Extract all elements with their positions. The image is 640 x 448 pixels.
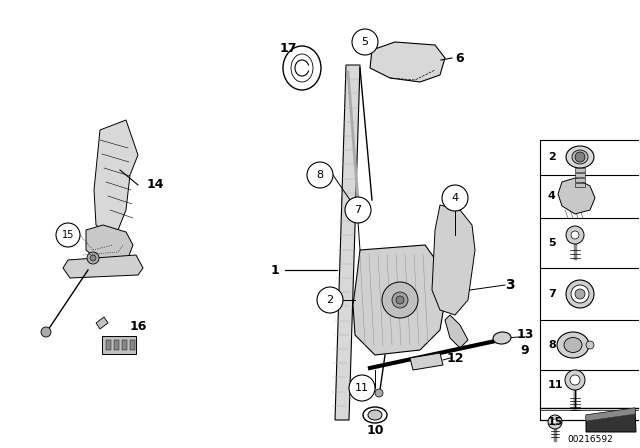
FancyBboxPatch shape bbox=[102, 336, 136, 354]
Text: 2: 2 bbox=[326, 295, 333, 305]
Ellipse shape bbox=[291, 54, 313, 82]
Circle shape bbox=[575, 289, 585, 299]
Bar bbox=[575, 183, 585, 187]
Text: 7: 7 bbox=[548, 289, 556, 299]
Ellipse shape bbox=[566, 280, 594, 308]
Circle shape bbox=[571, 231, 579, 239]
Text: 13: 13 bbox=[516, 328, 534, 341]
Ellipse shape bbox=[283, 46, 321, 90]
Text: 8: 8 bbox=[316, 170, 324, 180]
Text: 10: 10 bbox=[366, 423, 384, 436]
Text: 11: 11 bbox=[548, 380, 563, 390]
Bar bbox=[575, 168, 585, 172]
Ellipse shape bbox=[586, 341, 594, 349]
Circle shape bbox=[382, 282, 418, 318]
Text: 1: 1 bbox=[271, 263, 280, 276]
Polygon shape bbox=[335, 65, 360, 420]
Circle shape bbox=[87, 252, 99, 264]
Circle shape bbox=[317, 287, 343, 313]
Text: 12: 12 bbox=[446, 352, 464, 365]
Circle shape bbox=[548, 415, 562, 429]
Polygon shape bbox=[86, 225, 133, 265]
Circle shape bbox=[41, 327, 51, 337]
Circle shape bbox=[442, 185, 468, 211]
Circle shape bbox=[575, 152, 585, 162]
Text: 2: 2 bbox=[548, 152, 556, 162]
Bar bbox=[106, 340, 111, 350]
Text: 00216592: 00216592 bbox=[567, 435, 613, 444]
Text: 5: 5 bbox=[548, 238, 556, 248]
Text: 9: 9 bbox=[521, 344, 529, 357]
Bar bbox=[122, 340, 127, 350]
Text: 14: 14 bbox=[147, 178, 164, 191]
Ellipse shape bbox=[363, 407, 387, 423]
Circle shape bbox=[566, 226, 584, 244]
Polygon shape bbox=[410, 353, 443, 370]
Ellipse shape bbox=[557, 332, 589, 358]
Circle shape bbox=[396, 296, 404, 304]
Bar bbox=[114, 340, 119, 350]
Ellipse shape bbox=[572, 150, 588, 164]
Circle shape bbox=[565, 370, 585, 390]
Polygon shape bbox=[370, 42, 445, 82]
Text: 5: 5 bbox=[362, 37, 369, 47]
Text: 11: 11 bbox=[355, 383, 369, 393]
Polygon shape bbox=[353, 245, 445, 355]
Text: 7: 7 bbox=[355, 205, 362, 215]
Polygon shape bbox=[432, 205, 475, 315]
Circle shape bbox=[352, 29, 378, 55]
Ellipse shape bbox=[566, 146, 594, 168]
Text: 4: 4 bbox=[548, 191, 556, 201]
Circle shape bbox=[349, 375, 375, 401]
Text: 15: 15 bbox=[62, 230, 74, 240]
Ellipse shape bbox=[368, 410, 382, 420]
Text: 17: 17 bbox=[280, 42, 297, 55]
Circle shape bbox=[345, 197, 371, 223]
Bar bbox=[575, 178, 585, 182]
Ellipse shape bbox=[564, 337, 582, 353]
Polygon shape bbox=[586, 408, 636, 432]
Circle shape bbox=[56, 223, 80, 247]
Ellipse shape bbox=[571, 285, 589, 303]
Polygon shape bbox=[586, 408, 635, 421]
Polygon shape bbox=[94, 120, 138, 235]
Circle shape bbox=[375, 389, 383, 397]
Text: 6: 6 bbox=[456, 52, 464, 65]
Polygon shape bbox=[96, 317, 108, 329]
Circle shape bbox=[392, 292, 408, 308]
Bar bbox=[130, 340, 135, 350]
Circle shape bbox=[570, 375, 580, 385]
Text: 16: 16 bbox=[129, 320, 147, 333]
Text: 15: 15 bbox=[548, 417, 563, 427]
Polygon shape bbox=[558, 178, 595, 214]
Bar bbox=[575, 173, 585, 177]
Polygon shape bbox=[63, 255, 143, 278]
Polygon shape bbox=[445, 315, 468, 348]
Text: 4: 4 bbox=[451, 193, 459, 203]
Text: 3: 3 bbox=[505, 278, 515, 292]
Circle shape bbox=[307, 162, 333, 188]
Circle shape bbox=[552, 419, 558, 425]
Text: 8: 8 bbox=[548, 340, 556, 350]
Ellipse shape bbox=[493, 332, 511, 344]
Circle shape bbox=[90, 255, 96, 261]
